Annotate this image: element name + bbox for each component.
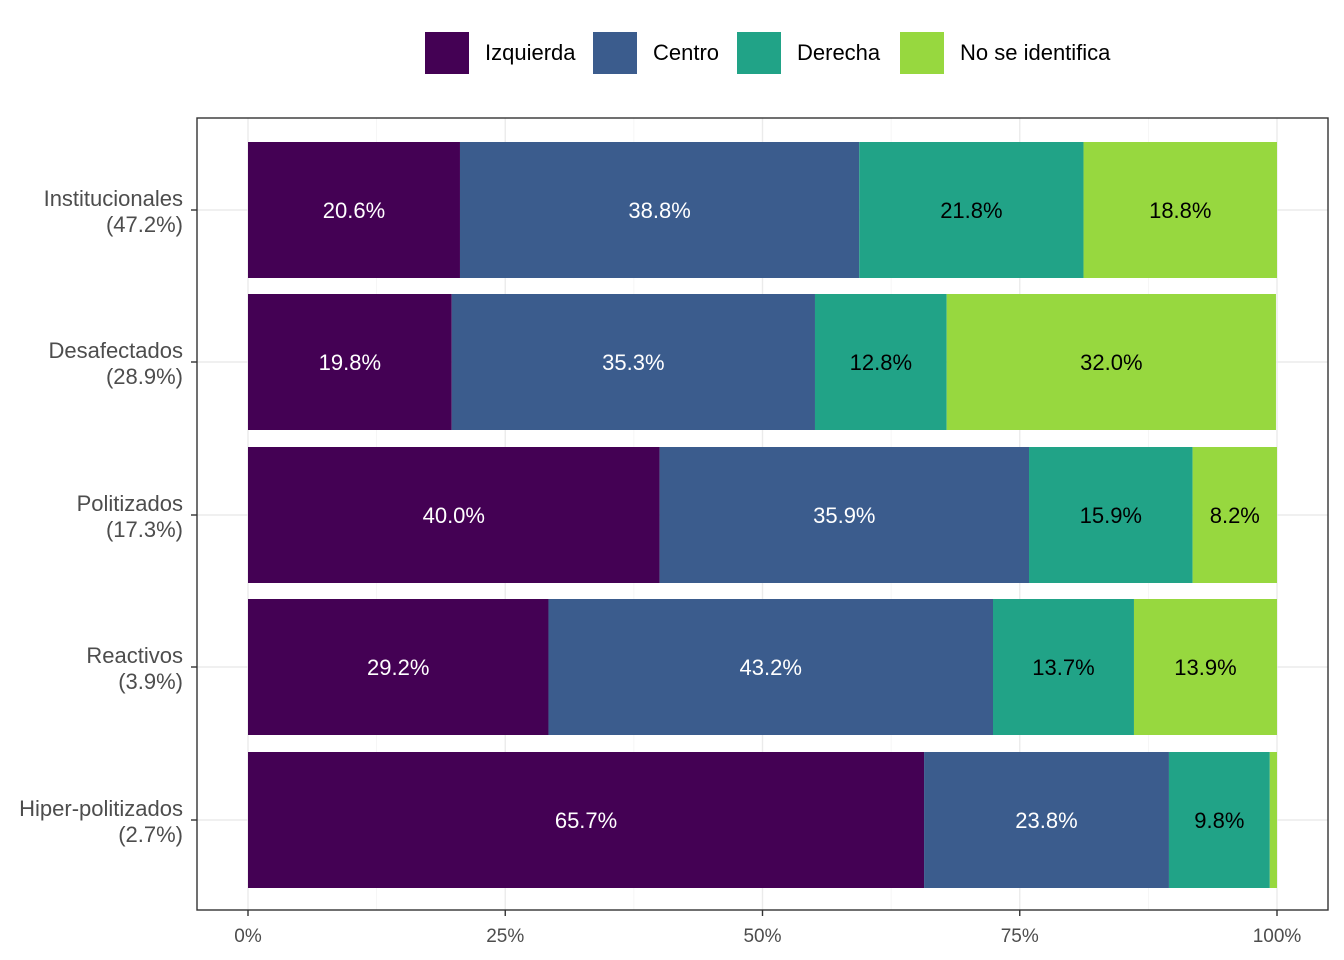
bar-value-label: 23.8%	[1015, 808, 1077, 833]
bar-segment	[248, 599, 549, 735]
y-axis: Institucionales (47.2%) Desafectados (28.9%…	[19, 186, 197, 847]
legend-swatch	[900, 32, 944, 74]
bar-segment	[859, 142, 1084, 278]
bar-segment	[814, 294, 947, 430]
legend-swatch	[593, 32, 637, 74]
x-tick-label: 25%	[486, 926, 524, 947]
bar-segment	[248, 142, 460, 278]
bar-value-label: 9.8%	[1194, 808, 1244, 833]
legend-label: No se identifica	[960, 40, 1111, 65]
bar-segment	[459, 142, 860, 278]
bar-value-label: 15.9%	[1080, 503, 1142, 528]
bar-value-label: 20.6%	[323, 198, 385, 223]
legend-label: Derecha	[797, 40, 881, 65]
bar-segment	[548, 599, 993, 735]
bar-value-label: 19.8%	[319, 350, 381, 375]
legend: Izquierda Centro Derecha No se identifica	[0, 0, 1344, 100]
bar-value-label: 38.8%	[628, 198, 690, 223]
x-tick-label: 50%	[743, 926, 781, 947]
bar-value-label: 18.8%	[1149, 198, 1211, 223]
bar-value-label: 43.2%	[740, 655, 802, 680]
x-tick-label: 0%	[234, 926, 262, 947]
category-label: Desafectados (28.9%)	[48, 338, 183, 389]
bar-segment	[1133, 599, 1277, 735]
bar-segment	[992, 599, 1134, 735]
category-label: Politizados (17.3%)	[77, 491, 183, 542]
bar-segment	[1029, 447, 1193, 583]
bar-segment	[924, 752, 1169, 888]
bar-value-label: 65.7%	[555, 808, 617, 833]
bar-value-label: 8.2%	[1210, 503, 1260, 528]
legend-item: Izquierda	[425, 32, 576, 74]
category-label: Reactivos (3.9%)	[86, 643, 183, 694]
bar-value-label: 12.8%	[850, 350, 912, 375]
bar-value-label: 32.0%	[1080, 350, 1142, 375]
legend-label: Izquierda	[485, 40, 576, 65]
legend-swatch	[737, 32, 781, 74]
bar-segment	[248, 752, 925, 888]
bars: 20.6% 38.8% 21.8% 18.8% 19.8% 35.3% 12.8% 32.0%…	[248, 142, 1277, 888]
bar-segment	[248, 447, 660, 583]
bar-value-label: 35.3%	[602, 350, 664, 375]
bar-segment	[1192, 447, 1277, 583]
x-axis: 0% 25% 50% 75% 100%	[234, 910, 1301, 947]
bar-value-label: 13.9%	[1174, 655, 1236, 680]
legend-item: No se identifica	[900, 32, 1110, 74]
legend-label: Centro	[653, 40, 720, 65]
bar-value-label: 13.7%	[1032, 655, 1094, 680]
bar-segment	[659, 447, 1030, 583]
bar-value-label: 21.8%	[940, 198, 1002, 223]
bar-segment	[1269, 752, 1277, 888]
category-label: Institucionales (47.2%)	[44, 186, 183, 237]
bar-value-label: 35.9%	[813, 503, 875, 528]
legend-item: Centro	[593, 32, 719, 74]
legend-swatch	[425, 32, 469, 74]
bar-segment	[451, 294, 815, 430]
bar-segment	[1083, 142, 1277, 278]
bar-segment	[248, 294, 452, 430]
x-tick-label: 75%	[1001, 926, 1039, 947]
bar-segment	[1168, 752, 1270, 888]
category-label: Hiper-politizados (2.7%)	[19, 796, 183, 847]
bar-value-label: 40.0%	[423, 503, 485, 528]
bar-value-label: 29.2%	[367, 655, 429, 680]
bar-segment	[946, 294, 1276, 430]
legend-item: Derecha	[737, 32, 880, 74]
x-tick-label: 100%	[1253, 926, 1302, 947]
